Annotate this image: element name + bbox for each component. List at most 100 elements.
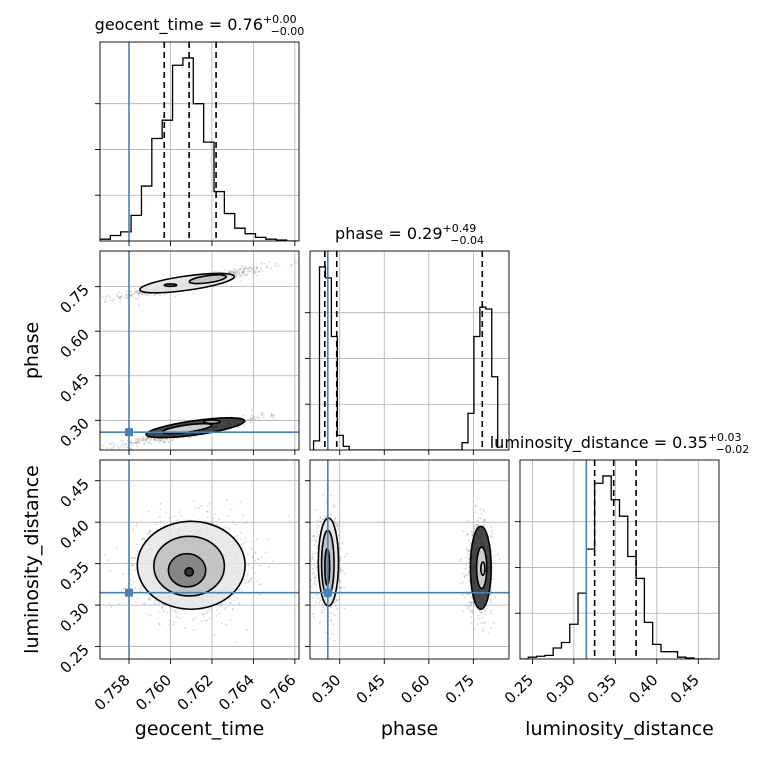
sample-point [249, 420, 252, 423]
sample-point [130, 290, 132, 293]
sample-point [480, 612, 483, 614]
sample-point [95, 450, 97, 452]
sample-point [319, 598, 322, 601]
sample-point [157, 602, 160, 604]
sample-point [138, 292, 140, 294]
sample-point [310, 586, 313, 589]
sample-point [245, 274, 247, 277]
sample-point [131, 294, 134, 296]
x-tick-label: 0.758 [91, 671, 134, 714]
sample-point [227, 271, 229, 274]
sample-point [321, 609, 323, 611]
sample-point [136, 290, 139, 293]
sample-point [316, 544, 319, 547]
sample-point [471, 601, 474, 604]
sample-point [244, 270, 247, 273]
sample-point [134, 291, 137, 294]
sample-point [252, 269, 254, 271]
sample-point [116, 445, 119, 448]
sample-point [136, 446, 139, 449]
sample-point [124, 443, 127, 445]
sample-point [346, 553, 349, 555]
sample-point [465, 556, 468, 559]
sample-point [234, 275, 237, 278]
sample-point [219, 606, 222, 608]
sample-point [237, 426, 240, 429]
sample-point [103, 553, 106, 556]
sample-point [252, 581, 255, 584]
sample-point [267, 538, 270, 541]
sample-point [470, 602, 473, 605]
sample-point [343, 555, 346, 558]
sample-point [337, 534, 340, 537]
sample-point [137, 293, 139, 296]
sample-point [469, 611, 472, 614]
sample-point [475, 526, 478, 528]
sample-point [234, 269, 237, 271]
sample-point [232, 271, 235, 274]
sample-point [139, 585, 142, 588]
sample-point [330, 513, 333, 516]
sample-point [337, 530, 340, 533]
sample-point [246, 628, 249, 631]
sample-point [173, 621, 176, 624]
sample-point [317, 597, 320, 600]
sample-point [319, 599, 322, 602]
sample-point [109, 442, 112, 445]
sample-point [183, 609, 185, 612]
sample-point [489, 599, 491, 601]
sample-point [126, 439, 129, 442]
sample-point [468, 550, 471, 553]
sample-point [315, 601, 317, 604]
sample-point [238, 273, 240, 275]
sample-point [198, 507, 200, 509]
sample-point [119, 298, 122, 301]
sample-point [256, 267, 258, 270]
sample-point [465, 534, 468, 537]
sample-point [241, 275, 244, 278]
sample-point [464, 576, 466, 579]
sample-point [338, 542, 341, 545]
sample-point [243, 267, 246, 270]
sample-point [249, 416, 252, 419]
sample-point [102, 444, 105, 447]
sample-point [135, 290, 138, 293]
sample-point [131, 556, 134, 559]
sample-point [462, 581, 464, 583]
sample-point [247, 581, 250, 584]
sample-point [161, 603, 164, 606]
sample-point [260, 267, 262, 270]
sample-point [168, 623, 171, 626]
sample-point [258, 270, 261, 273]
sample-point [234, 640, 237, 643]
sample-point [336, 522, 339, 525]
x-axis-label-luminosity_distance: luminosity_distance [525, 718, 714, 740]
sample-point [471, 534, 473, 536]
sample-point [490, 600, 492, 603]
sample-point [243, 522, 246, 525]
sample-point [146, 437, 149, 440]
sample-point [111, 299, 114, 302]
sample-point [165, 292, 168, 295]
sample-point [468, 562, 470, 564]
sample-point [251, 267, 253, 270]
sample-point [249, 417, 252, 420]
sample-point [50, 308, 52, 310]
sample-point [130, 441, 133, 444]
sample-point [198, 519, 201, 521]
panel-contents [310, 460, 509, 659]
sample-point [287, 515, 290, 518]
sample-point [252, 270, 255, 273]
sample-point [467, 550, 470, 552]
sample-point [320, 612, 323, 615]
title-geocent_time: geocent_time = 0.76+0.00 −0.00 [95, 13, 305, 38]
sample-point [214, 513, 216, 516]
sample-point [476, 524, 479, 527]
y-axis-label-luminosity_distance: luminosity_distance [21, 465, 43, 654]
sample-point [319, 620, 322, 623]
sample-point [341, 541, 344, 544]
sample-point [134, 441, 136, 444]
sample-point [262, 416, 265, 419]
sample-point [118, 447, 121, 449]
sample-point [141, 439, 144, 442]
